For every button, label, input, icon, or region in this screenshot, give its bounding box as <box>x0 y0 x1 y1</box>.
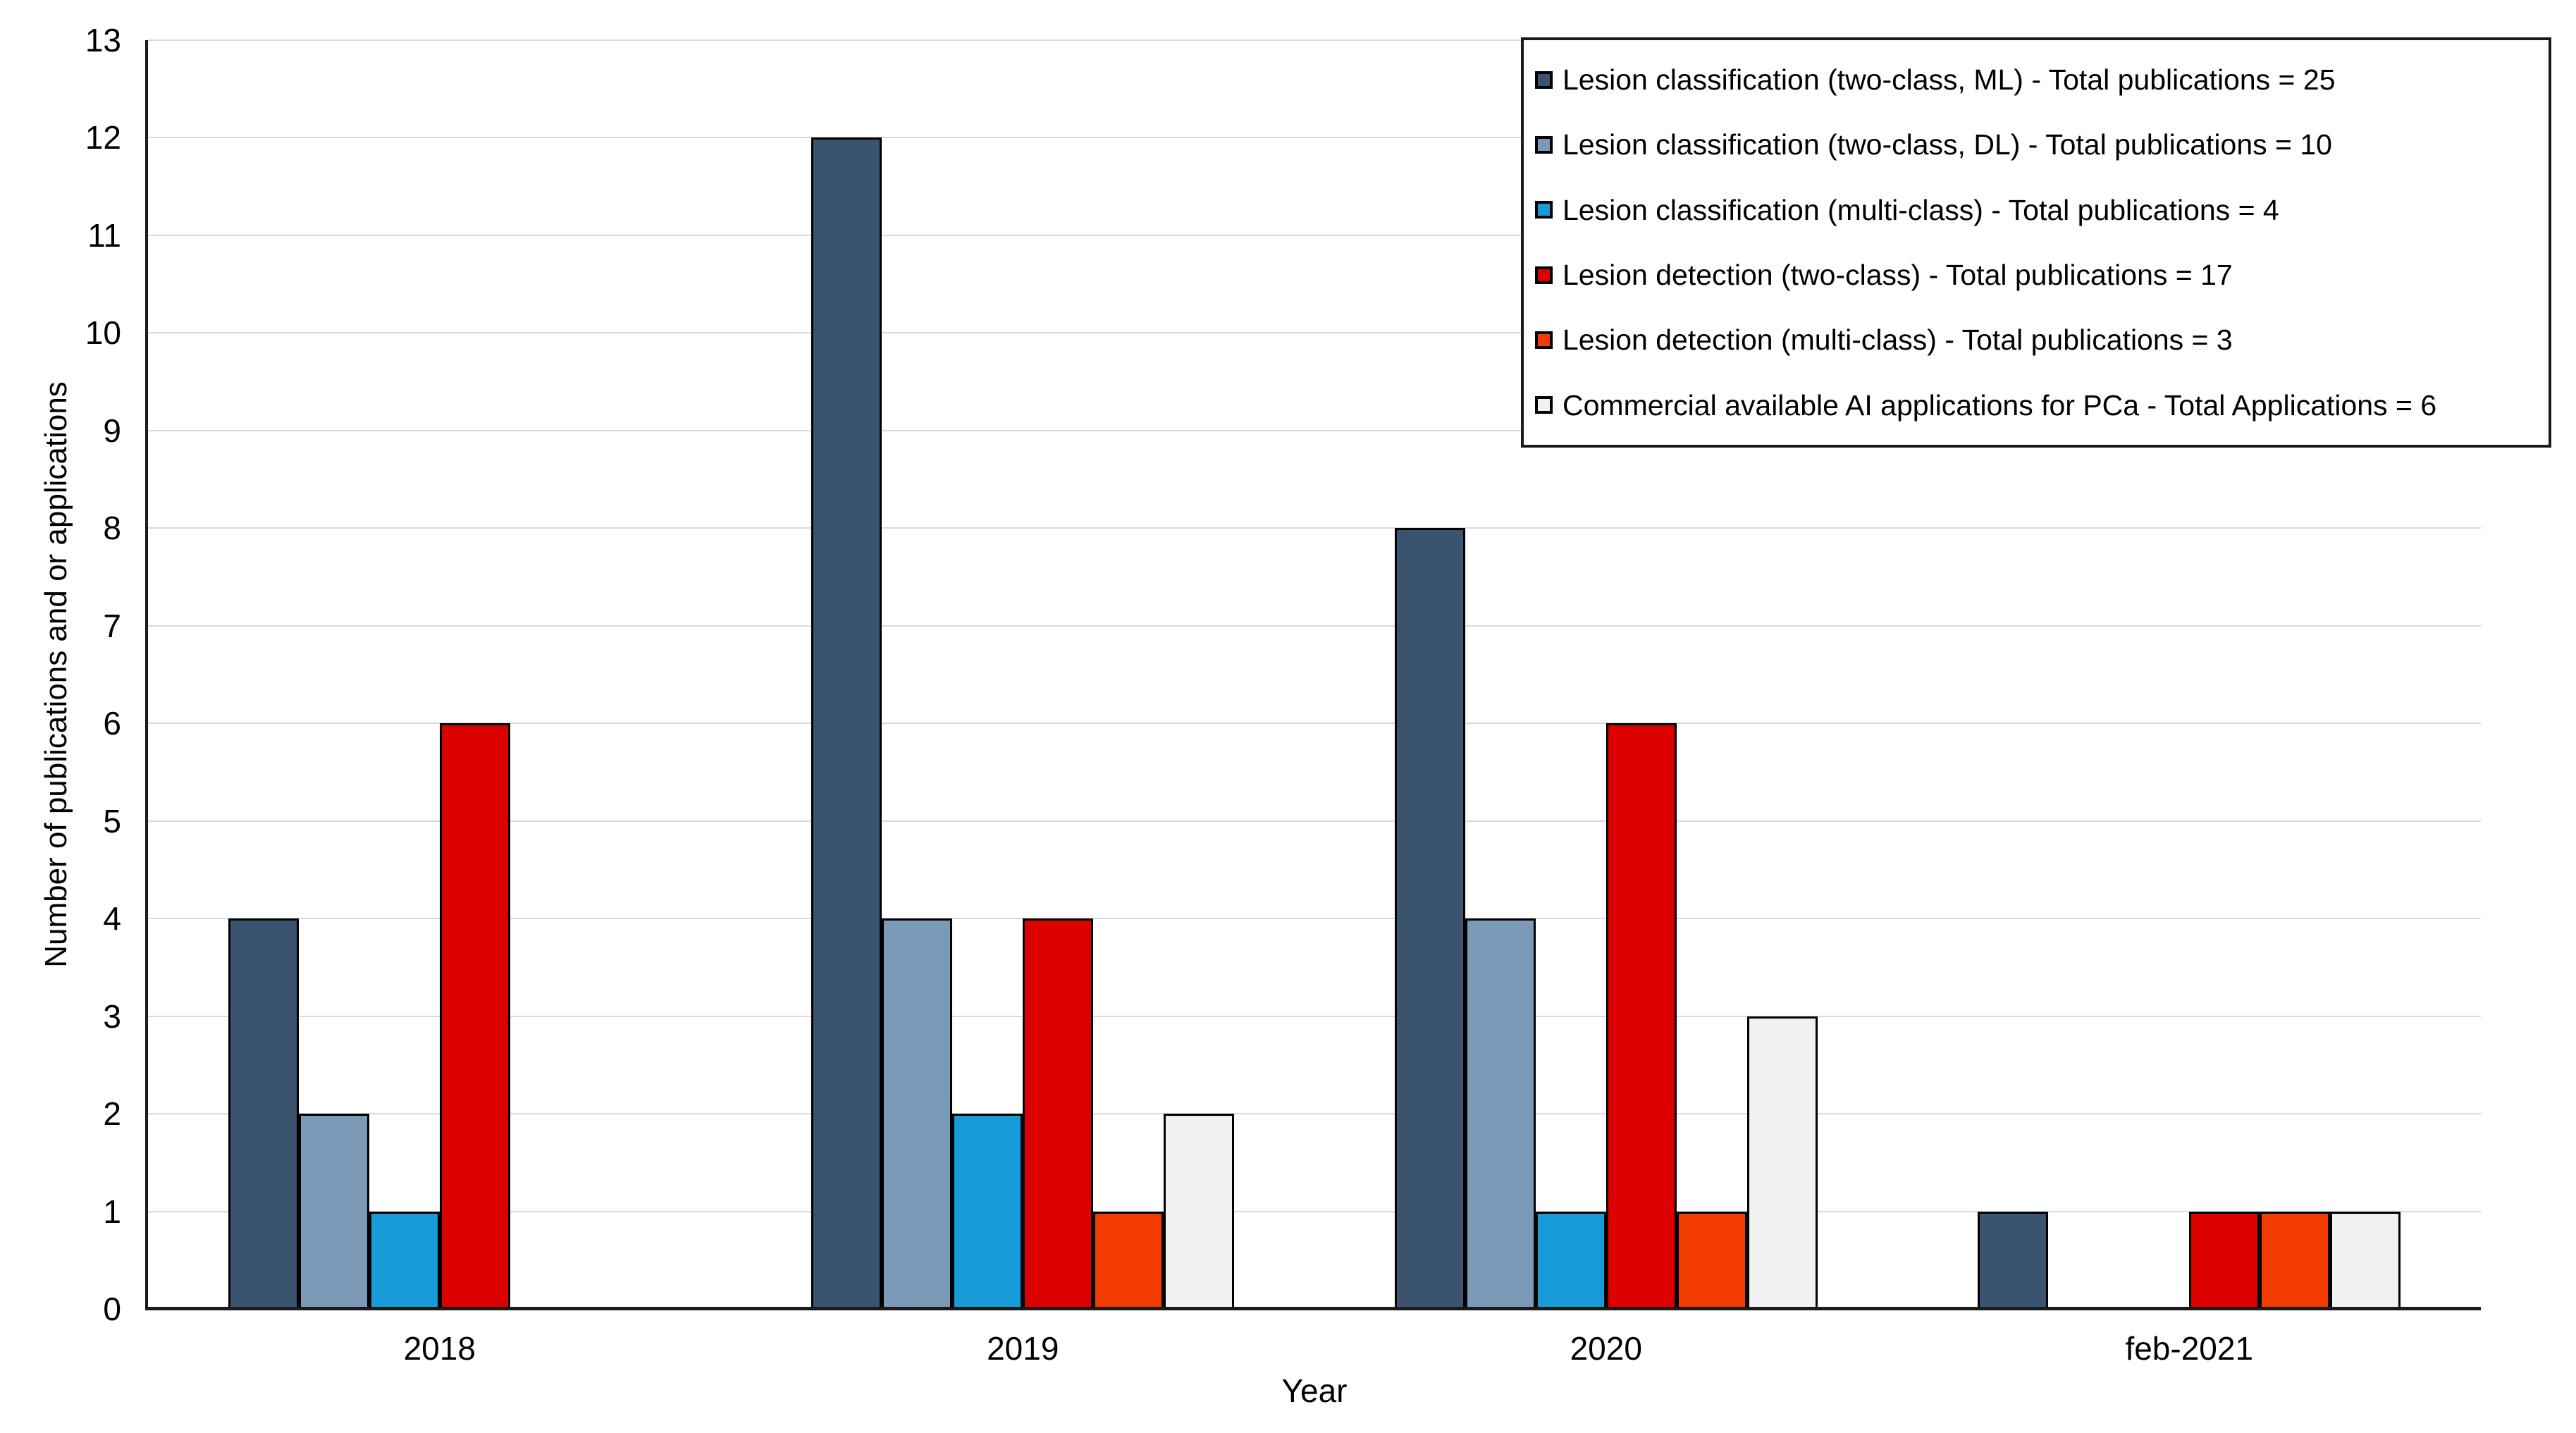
y-tick-label-0: 0 <box>103 1291 121 1327</box>
y-tick-label-2: 2 <box>103 1095 121 1133</box>
bar-series-1-2018 <box>228 918 299 1309</box>
plot-area <box>145 39 2481 1310</box>
bar-series-5-feb-2021 <box>2260 1211 2331 1309</box>
legend-swatch-icon <box>1535 70 1553 89</box>
bar-series-3-2019 <box>952 1114 1023 1309</box>
bar-series-6-2020 <box>1746 1016 1818 1309</box>
gridline-y-8 <box>148 527 2481 529</box>
legend-item-4: Lesion detection (two-class) - Total pub… <box>1535 259 2543 290</box>
gridline-y-11 <box>148 234 2481 236</box>
legend-item-1: Lesion classification (two-class, ML) - … <box>1535 64 2543 95</box>
gridline-y-5 <box>148 820 2481 822</box>
y-axis-tick-labels: 0 1 2 3 4 5 6 7 8 9 10 11 12 13 <box>0 24 121 1325</box>
legend-item-2: Lesion classification (two-class, DL) - … <box>1535 129 2543 160</box>
bar-series-4-2019 <box>1023 918 1094 1309</box>
y-tick-label-12: 12 <box>85 119 121 156</box>
legend-item-3: Lesion classification (multi-class) - To… <box>1535 195 2543 226</box>
y-tick-label-1: 1 <box>103 1193 121 1230</box>
legend-swatch-icon <box>1535 201 1553 219</box>
bar-series-2-2020 <box>1465 918 1536 1309</box>
legend-label: Lesion classification (two-class, ML) - … <box>1563 63 2336 97</box>
bar-series-2-2018 <box>298 1114 369 1309</box>
x-axis-line <box>145 1307 2481 1310</box>
bar-series-3-2018 <box>369 1211 440 1309</box>
y-tick-label-5: 5 <box>103 802 121 839</box>
bar-series-1-2020 <box>1394 528 1465 1309</box>
legend-swatch-icon <box>1535 331 1553 349</box>
bar-series-1-feb-2021 <box>1978 1211 2049 1309</box>
gridline-y-9 <box>148 429 2481 431</box>
legend: Lesion classification (two-class, ML) - … <box>1521 37 2551 448</box>
bar-series-6-2019 <box>1164 1114 1235 1309</box>
bar-series-4-2018 <box>439 723 510 1309</box>
legend-label: Lesion detection (two-class) - Total pub… <box>1563 259 2233 292</box>
legend-label: Lesion detection (multi-class) - Total p… <box>1563 324 2233 357</box>
gridline-y-3 <box>148 1015 2481 1017</box>
x-axis-title: Year <box>1281 1372 1348 1409</box>
x-category-label-2020: 2020 <box>1570 1330 1642 1367</box>
bar-series-1-2019 <box>811 137 882 1309</box>
x-category-label-2019: 2019 <box>987 1330 1059 1367</box>
bar-series-6-feb-2021 <box>2330 1211 2401 1309</box>
y-tick-label-10: 10 <box>85 314 121 352</box>
x-axis-category-labels: 2018 2019 2020 feb-2021 <box>148 1331 2481 1373</box>
legend-label: Commercial available AI applications for… <box>1563 388 2437 422</box>
bar-series-5-2019 <box>1093 1211 1164 1309</box>
x-category-label-feb-2021: feb-2021 <box>2125 1330 2254 1367</box>
legend-swatch-icon <box>1535 135 1553 154</box>
y-tick-label-9: 9 <box>103 412 121 449</box>
legend-label: Lesion classification (two-class, DL) - … <box>1563 128 2332 161</box>
gridline-y-10 <box>148 332 2481 334</box>
y-tick-label-13: 13 <box>85 22 121 59</box>
y-tick-label-3: 3 <box>103 997 121 1035</box>
y-tick-label-11: 11 <box>87 216 121 254</box>
legend-swatch-icon <box>1535 396 1553 414</box>
bar-series-4-2020 <box>1606 723 1677 1309</box>
gridline-y-12 <box>148 137 2481 139</box>
y-tick-label-6: 6 <box>103 705 121 742</box>
bar-series-4-feb-2021 <box>2189 1211 2260 1309</box>
x-category-label-2018: 2018 <box>403 1330 476 1367</box>
legend-label: Lesion classification (multi-class) - To… <box>1563 193 2279 226</box>
gridline-y-13 <box>148 39 2481 41</box>
legend-swatch-icon <box>1535 266 1553 284</box>
gridline-y-2 <box>148 1113 2481 1115</box>
bar-series-3-2020 <box>1535 1211 1606 1309</box>
y-axis-line <box>145 40 148 1310</box>
gridline-y-4 <box>148 918 2481 920</box>
y-tick-label-8: 8 <box>103 510 121 547</box>
gridline-y-1 <box>148 1210 2481 1212</box>
gridline-y-7 <box>148 625 2481 627</box>
bar-series-5-2020 <box>1676 1211 1747 1309</box>
gridline-y-6 <box>148 722 2481 725</box>
legend-item-6: Commercial available AI applications for… <box>1535 390 2543 421</box>
y-tick-label-7: 7 <box>103 607 121 644</box>
legend-item-5: Lesion detection (multi-class) - Total p… <box>1535 324 2543 355</box>
y-tick-label-4: 4 <box>103 900 121 937</box>
bar-series-2-2019 <box>882 918 953 1309</box>
